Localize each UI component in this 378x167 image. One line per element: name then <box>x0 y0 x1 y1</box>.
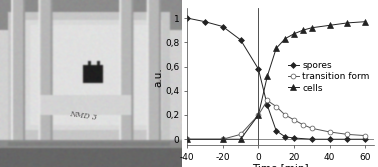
transition form <box>185 138 189 140</box>
spores <box>310 138 314 140</box>
cells <box>292 33 296 35</box>
spores <box>283 136 287 138</box>
cells <box>310 27 314 29</box>
spores <box>265 104 270 106</box>
spores <box>292 137 296 139</box>
cells <box>301 29 305 31</box>
cells <box>238 138 243 140</box>
cells <box>363 21 367 23</box>
cells <box>345 22 350 24</box>
cells <box>265 75 270 77</box>
spores <box>185 17 189 19</box>
spores <box>345 138 350 140</box>
transition form <box>238 133 243 135</box>
transition form <box>363 135 367 137</box>
transition form <box>301 124 305 126</box>
Text: NMD 3: NMD 3 <box>69 110 98 122</box>
cells <box>283 38 287 40</box>
Y-axis label: a.u.: a.u. <box>154 67 164 87</box>
transition form <box>310 127 314 129</box>
transition form <box>327 131 332 133</box>
Line: transition form: transition form <box>185 98 368 142</box>
cells <box>327 24 332 26</box>
transition form <box>345 133 350 135</box>
Legend: spores, transition form, cells: spores, transition form, cells <box>288 61 370 93</box>
transition form <box>292 119 296 121</box>
transition form <box>256 114 261 116</box>
spores <box>327 138 332 140</box>
spores <box>256 68 261 70</box>
transition form <box>283 114 287 116</box>
cells <box>185 138 189 140</box>
spores <box>274 130 279 132</box>
Line: spores: spores <box>185 16 367 141</box>
spores <box>238 39 243 41</box>
cells <box>220 138 225 140</box>
transition form <box>274 106 279 108</box>
Line: cells: cells <box>184 19 368 142</box>
transition form <box>265 100 270 102</box>
cells <box>256 114 261 116</box>
transition form <box>220 138 225 140</box>
cells <box>274 47 279 49</box>
spores <box>203 21 207 23</box>
spores <box>220 26 225 28</box>
spores <box>363 138 367 140</box>
X-axis label: Time [min]: Time [min] <box>253 163 309 167</box>
